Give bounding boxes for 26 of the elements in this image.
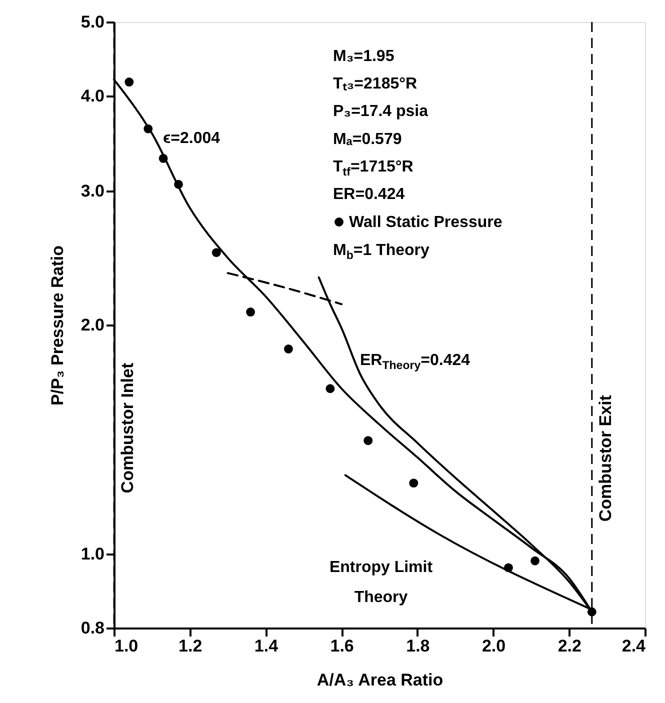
- annotation: ϵ=2.004: [163, 130, 220, 147]
- ref-line-label: Combustor Exit: [596, 394, 615, 522]
- x-tick-label: 2.0: [482, 636, 506, 656]
- x-tick-label: 2.2: [558, 636, 582, 656]
- x-tick-label: 2.4: [622, 636, 646, 656]
- y-tick-label: 3.0: [80, 181, 104, 200]
- ref-line-label: Combustor Inlet: [118, 362, 137, 494]
- x-tick-label: 1.2: [178, 636, 202, 656]
- y-axis-title: P/P₃ Pressure Ratio: [48, 246, 67, 406]
- x-tick-label: 1.0: [114, 636, 138, 656]
- annotation: Tₜ₃=2185°R: [333, 76, 418, 93]
- annotation: Mₐ=0.579: [333, 130, 402, 148]
- annotation: ER=0.424: [333, 186, 405, 203]
- y-tick-label: 4.0: [80, 86, 104, 106]
- legend-label: Wall Static Pressure: [349, 214, 502, 231]
- annotation: P₃=17.4 psia: [333, 103, 428, 120]
- x-tick-label: 1.4: [254, 636, 279, 656]
- x-tick-label: 1.6: [330, 636, 354, 656]
- x-axis-title: A/A₃ Area Ratio: [316, 670, 444, 690]
- y-tick-label: 1.0: [80, 544, 104, 564]
- annotation: Entropy Limit Theory: [329, 559, 434, 606]
- x-tick-label: 1.8: [406, 636, 430, 656]
- y-tick-label: 2.0: [80, 316, 104, 334]
- annotation: M₃=1.95: [333, 48, 394, 65]
- y-tick-label: 0.8: [80, 618, 104, 638]
- y-tick-label: 5.0: [80, 12, 104, 32]
